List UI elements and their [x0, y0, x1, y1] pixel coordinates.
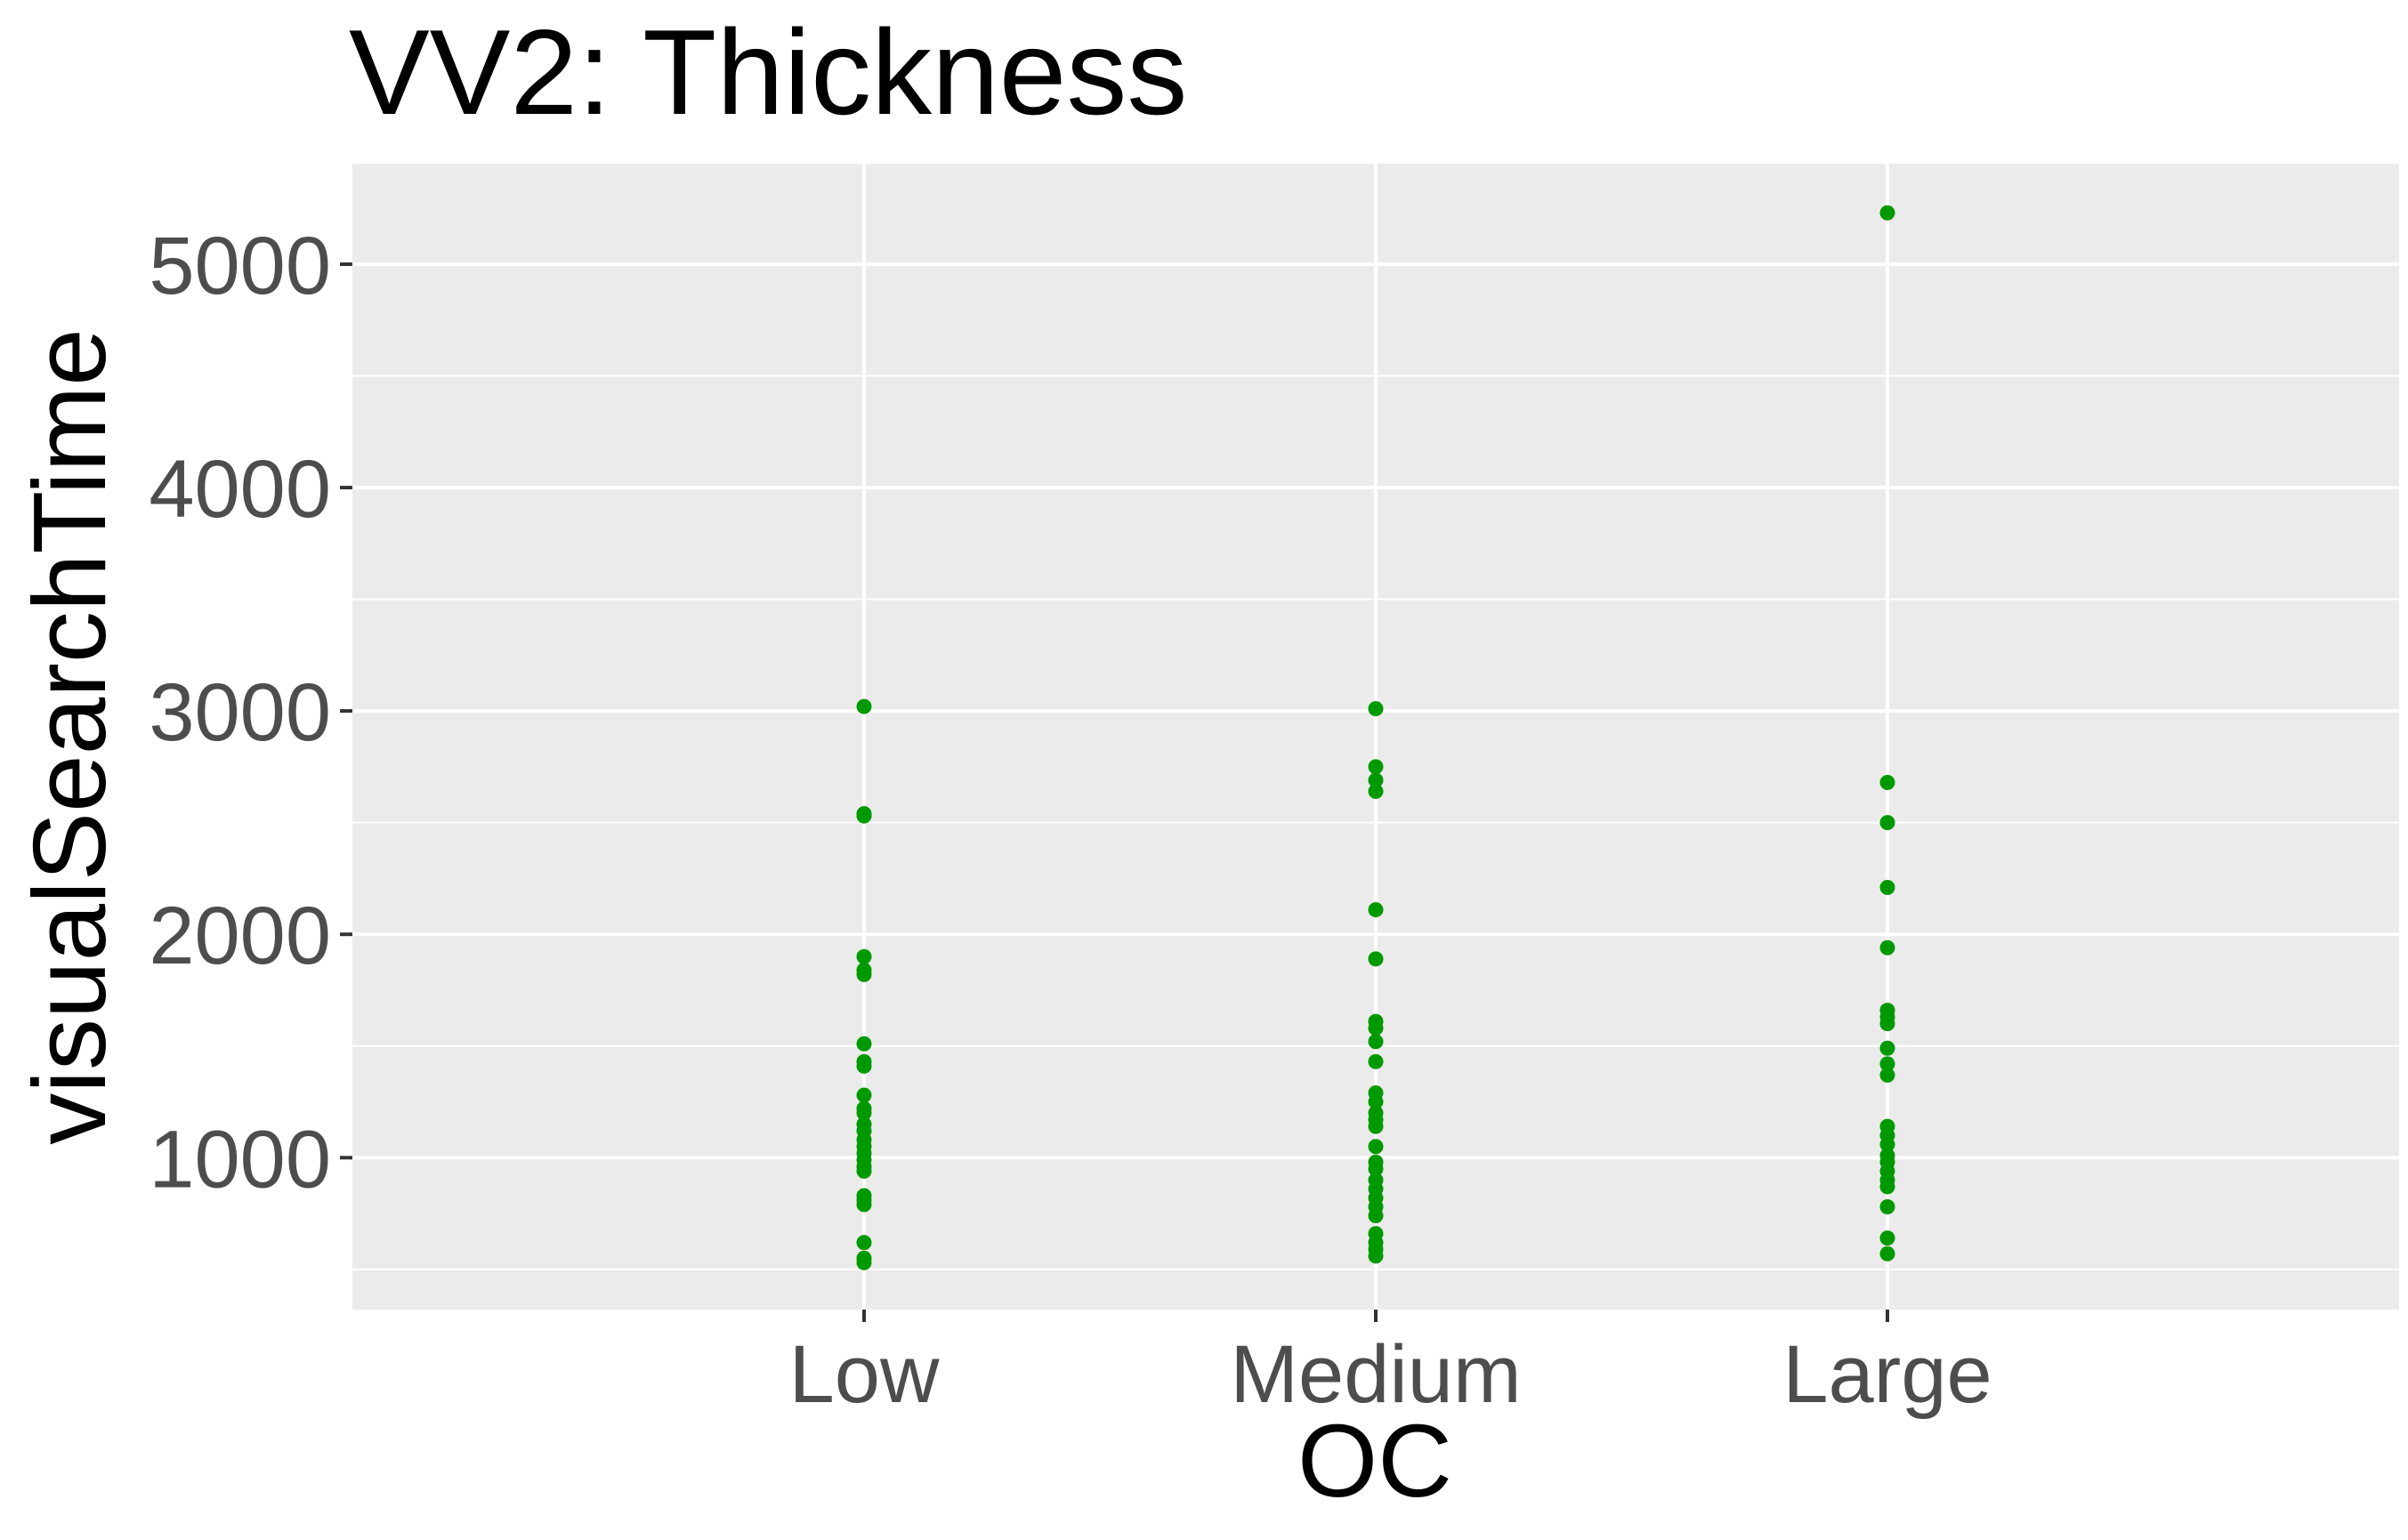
data-point — [1368, 701, 1384, 717]
data-point — [1368, 1208, 1384, 1224]
data-point — [856, 1058, 872, 1074]
data-point — [1368, 951, 1384, 967]
y-tick-label: 1000 — [149, 1114, 331, 1205]
y-axis: 1000 2000 3000 4000 5000 — [149, 221, 352, 1205]
data-point — [856, 1036, 872, 1052]
data-point — [856, 966, 872, 982]
x-tick-label: Medium — [1230, 1329, 1521, 1420]
data-point — [1368, 1248, 1384, 1264]
data-point — [1368, 1053, 1384, 1069]
data-point — [1879, 1230, 1895, 1246]
data-points — [856, 205, 1895, 1270]
data-point — [856, 1087, 872, 1103]
data-point — [1368, 772, 1384, 788]
data-point — [856, 808, 872, 824]
data-point — [1879, 939, 1895, 955]
data-point — [1368, 1161, 1384, 1177]
data-point — [1879, 1179, 1895, 1195]
data-point — [1879, 1040, 1895, 1056]
data-point — [856, 1254, 872, 1270]
y-tick-label: 5000 — [149, 221, 331, 311]
data-point — [1368, 1020, 1384, 1036]
data-point — [856, 1105, 872, 1121]
data-point — [1368, 1139, 1384, 1155]
data-point — [1879, 815, 1895, 831]
data-point — [856, 1163, 872, 1179]
data-point — [1879, 1016, 1895, 1032]
data-point — [1879, 879, 1895, 895]
data-point — [1879, 774, 1895, 790]
data-point — [856, 1235, 872, 1251]
chart-title: VV2: Thickness — [349, 4, 1187, 140]
x-axis-title: OC — [1297, 1403, 1452, 1519]
y-tick-label: 3000 — [149, 667, 331, 758]
data-point — [856, 1197, 872, 1213]
data-point — [1879, 1067, 1895, 1083]
data-point — [856, 948, 872, 964]
data-point — [1368, 902, 1384, 918]
data-point — [1368, 759, 1384, 775]
y-axis-title: visualSearchTime — [12, 328, 127, 1145]
data-point — [1879, 205, 1895, 221]
data-point — [1368, 1118, 1384, 1134]
y-tick-label: 4000 — [149, 444, 331, 535]
x-axis: Low Medium Large — [789, 1310, 1992, 1420]
data-point — [1879, 1199, 1895, 1215]
x-tick-label: Large — [1782, 1329, 1992, 1420]
data-point — [856, 698, 872, 714]
data-point — [1879, 1246, 1895, 1262]
data-point — [1368, 1094, 1384, 1110]
data-point — [1368, 784, 1384, 800]
x-tick-label: Low — [789, 1329, 940, 1420]
data-point — [1879, 1056, 1895, 1072]
data-point — [1879, 1136, 1895, 1152]
data-point — [1368, 1034, 1384, 1050]
y-tick-label: 2000 — [149, 891, 331, 981]
